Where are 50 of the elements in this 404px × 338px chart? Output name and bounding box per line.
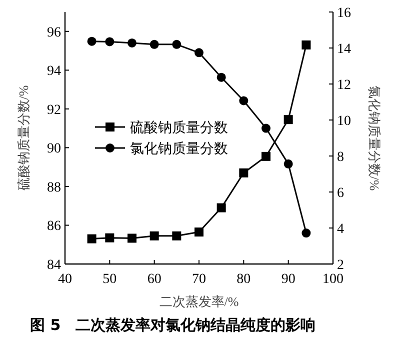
point <box>172 40 182 49</box>
y2-tick-label: 6 <box>337 186 344 201</box>
point <box>302 228 311 238</box>
point <box>262 152 270 161</box>
x-tick-label: 50 <box>102 272 117 287</box>
point <box>216 72 226 82</box>
y-tick-label: 84 <box>47 258 61 273</box>
point <box>262 124 270 133</box>
y-tick-label: 94 <box>47 64 61 80</box>
x-tick-label: 40 <box>58 272 72 287</box>
point <box>194 228 204 237</box>
point <box>216 203 226 212</box>
y-tick-label: 90 <box>47 142 61 157</box>
text: 图 5 二次蒸发率对氯化钠结晶纯度的影响 <box>30 316 316 334</box>
y2-tick-label: 4 <box>337 222 344 237</box>
y-tick-label: 92 <box>47 102 61 118</box>
x-tick-label: 80 <box>236 272 251 287</box>
point <box>284 115 293 124</box>
point <box>105 37 114 46</box>
point <box>172 231 182 240</box>
point <box>194 48 204 58</box>
point <box>128 38 136 48</box>
legend-label: 硫酸钠质量分数 <box>130 120 228 136</box>
point <box>87 36 96 46</box>
point <box>87 234 96 244</box>
x-tick-label: 60 <box>147 272 162 287</box>
point <box>302 40 311 50</box>
legend-label: 氯化钠质量分数 <box>130 141 228 157</box>
y-tick-label: 88 <box>47 180 61 196</box>
y2-tick-label: 2 <box>337 258 344 273</box>
y2-tick-label: 8 <box>337 150 344 165</box>
y2-tick-label: 14 <box>337 42 351 57</box>
y-axis-title: 硫酸钠质量分数/% <box>16 85 31 191</box>
point <box>239 96 248 106</box>
point <box>239 168 248 178</box>
y2-tick-label: 12 <box>337 78 351 93</box>
y2-tick-label: 10 <box>337 114 351 129</box>
x-axis-title: 二次蒸发率/% <box>159 294 239 309</box>
y2-tick-label: 16 <box>337 6 351 21</box>
y2-axis-title: 氯化钠质量分数/% <box>367 85 382 191</box>
x-tick-label: 90 <box>281 272 296 287</box>
point <box>105 233 114 242</box>
x-tick-label: 70 <box>192 272 206 287</box>
y-tick-label: 86 <box>47 219 61 234</box>
x-tick-label: 100 <box>322 272 344 287</box>
point <box>150 40 159 49</box>
y-tick-label: 96 <box>47 25 61 40</box>
point <box>284 159 293 168</box>
point <box>150 231 159 240</box>
point <box>128 234 136 243</box>
